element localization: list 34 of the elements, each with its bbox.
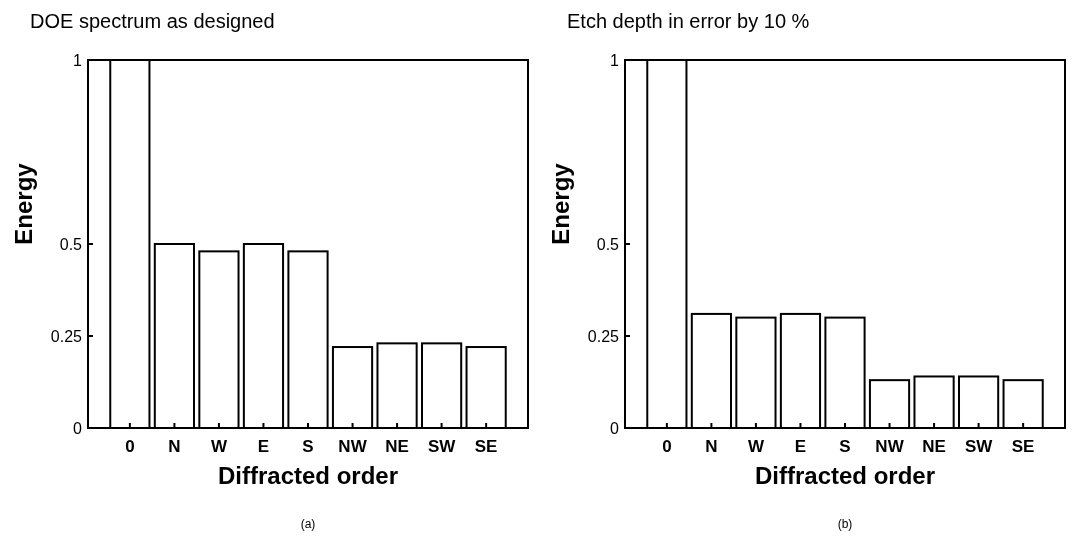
y-tick-label: 0.25 xyxy=(50,327,83,345)
x-tick-label: NW xyxy=(875,437,905,456)
x-tick-label: E xyxy=(794,437,807,456)
x-tick-label: N xyxy=(168,437,181,456)
x-tick-label: NW xyxy=(338,437,368,456)
y-tick-label: 0.25 xyxy=(587,327,620,345)
chart-title: Etch depth in error by 10 % xyxy=(567,10,810,32)
x-tick-label: 0 xyxy=(125,437,135,456)
x-tick-label: SE xyxy=(474,437,498,456)
y-axis-title: Energy xyxy=(547,162,574,245)
y-tick-label: 0 xyxy=(610,419,620,437)
y-axis-title: Energy xyxy=(10,162,37,245)
x-tick-label: NE xyxy=(385,437,409,456)
text: (b) xyxy=(837,517,853,531)
x-tick-label: NE xyxy=(922,437,946,456)
x-tick-label: SE xyxy=(1011,437,1035,456)
y-tick-label: 0.5 xyxy=(596,235,620,253)
x-tick-label: S xyxy=(302,437,314,456)
y-tick-label: 1 xyxy=(73,51,83,69)
x-tick-label: SW xyxy=(427,437,457,456)
chart-title: DOE spectrum as designed xyxy=(30,10,275,32)
x-axis-title: Diffracted order xyxy=(217,462,399,489)
x-tick-label: E xyxy=(257,437,270,456)
y-tick-label: 1 xyxy=(610,51,620,69)
x-tick-label: S xyxy=(839,437,851,456)
x-tick-label: W xyxy=(747,437,765,456)
y-tick-label: 0 xyxy=(73,419,83,437)
text: (a) xyxy=(300,517,316,531)
x-tick-label: SW xyxy=(964,437,994,456)
x-tick-label: N xyxy=(705,437,718,456)
y-tick-label: 0.5 xyxy=(59,235,83,253)
x-axis-title: Diffracted order xyxy=(754,462,936,489)
x-tick-label: W xyxy=(210,437,228,456)
x-tick-label: 0 xyxy=(662,437,672,456)
